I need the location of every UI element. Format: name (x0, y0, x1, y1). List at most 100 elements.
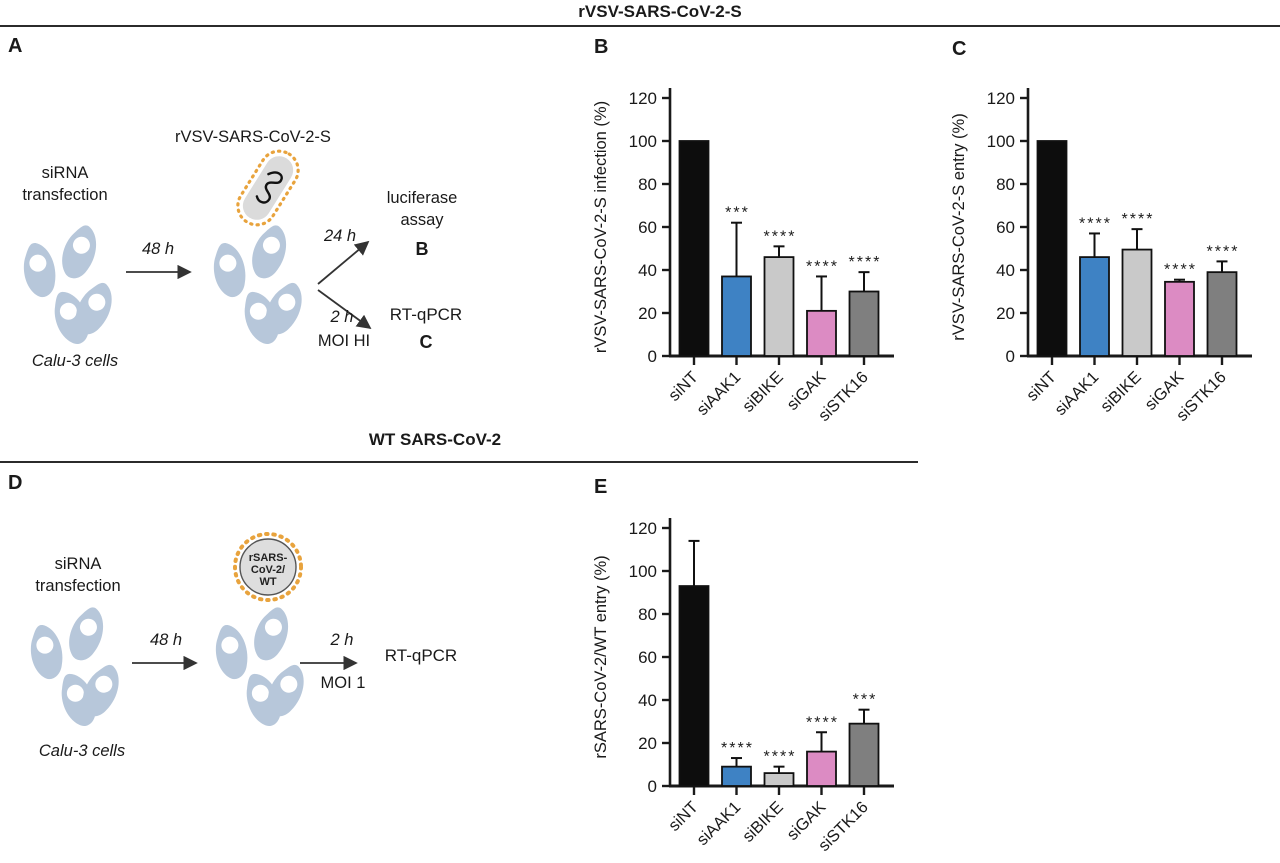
y-axis-label: rVSV-SARS-CoV-2-S infection (%) (592, 101, 610, 353)
x-category-label: siBIKE (1097, 368, 1145, 416)
y-tick-label: 80 (996, 175, 1015, 194)
bar-siNT (1036, 140, 1068, 357)
panel-d-treatment-label: siRNA transfection (18, 553, 138, 598)
bar-chart-c: 0 20 40 60 80 100 120 siNT **** siAAK1 **** siBIKE *… (950, 88, 1252, 425)
y-tick-label: 0 (648, 347, 657, 366)
vsv-virus-icon (236, 149, 300, 227)
y-tick-label: 80 (638, 605, 657, 624)
bar-siBIKE (1121, 248, 1153, 357)
bar-siGAK (806, 750, 837, 787)
significance-label: *** (725, 205, 750, 222)
branch-arrows-icon (317, 240, 372, 330)
y-axis-label: rSARS-CoV-2/WT entry (%) (592, 555, 610, 758)
bar-siSTK16 (848, 290, 880, 357)
x-category-label: siBIKE (739, 798, 787, 846)
y-tick-label: 120 (629, 519, 657, 538)
y-tick-label: 0 (648, 777, 657, 796)
panel-a-luciferase-label: luciferase assay (370, 187, 474, 232)
bar-chart-e: 0 20 40 60 80 100 120 siNT **** siAAK1 **** siBIKE *… (592, 518, 894, 855)
bar-chart-b: 0 20 40 60 80 100 120 siNT *** siAAK1 **** siBIKE **… (592, 88, 894, 425)
treatment-line1: siRNA (54, 555, 102, 573)
treatment-line2: transfection (22, 186, 108, 205)
virus-name-line2: CoV-2/ (251, 564, 285, 576)
x-category-label: siAAK1 (693, 368, 744, 419)
panel-a-branch-bottom-time: 2 h (330, 308, 354, 326)
y-tick-label: 40 (996, 261, 1015, 280)
y-tick-label: 60 (638, 218, 657, 237)
bar-siNT (678, 585, 710, 787)
y-tick-label: 40 (638, 691, 657, 710)
panel-c-label: C (952, 38, 967, 60)
bar-siGAK (1164, 280, 1195, 357)
cell-cluster-icon (15, 215, 135, 370)
bottom-section-title: WT SARS-CoV-2 (368, 430, 502, 449)
bar-siAAK1 (721, 765, 752, 787)
panel-a-ref-b: B (415, 239, 429, 259)
panel-a-moi-label: MOI HI (317, 332, 371, 350)
bar-siBIKE (763, 772, 795, 787)
y-tick-label: 100 (987, 132, 1015, 151)
significance-label: **** (1079, 215, 1112, 232)
significance-label: **** (764, 228, 797, 245)
bar-siNT (678, 140, 710, 357)
y-tick-label: 100 (629, 562, 657, 581)
bottom-section-divider (0, 461, 918, 463)
arrow-right-icon (126, 264, 192, 280)
cell-cluster-icon (22, 597, 142, 752)
significance-label: **** (806, 714, 839, 731)
panel-d-moi-label: MOI 1 (320, 674, 366, 692)
y-tick-label: 60 (996, 218, 1015, 237)
treatment-line2: transfection (35, 577, 121, 596)
x-category-label: siNT (665, 368, 702, 405)
y-tick-label: 40 (638, 261, 657, 280)
top-section-divider (0, 25, 1280, 27)
sars-cov-2-virus-icon: rSARS- CoV-2/ WT (233, 532, 303, 602)
x-category-label: siNT (665, 798, 702, 835)
y-tick-label: 20 (638, 734, 657, 753)
x-category-label: siBIKE (739, 368, 787, 416)
arrow-right-icon (300, 655, 358, 671)
y-tick-label: 80 (638, 175, 657, 194)
panel-b-label: B (594, 36, 609, 58)
panel-a-incubation-label: 48 h (141, 240, 175, 258)
y-axis-label: rVSV-SARS-CoV-2-S entry (%) (950, 113, 968, 340)
significance-label: **** (1207, 243, 1240, 260)
bar-siGAK (806, 309, 837, 357)
significance-label: **** (849, 254, 882, 271)
panel-e-label: E (594, 476, 608, 498)
assay-line2: assay (400, 211, 444, 230)
arrow-right-icon (132, 655, 198, 671)
bar-siSTK16 (848, 722, 880, 787)
bar-siAAK1 (1079, 256, 1110, 357)
panel-a-label: A (8, 35, 23, 57)
x-category-label: siAAK1 (1051, 368, 1102, 419)
panel-a-ref-c: C (419, 332, 433, 352)
x-category-label: siNT (1023, 368, 1060, 405)
rna-squiggle-icon (255, 171, 283, 204)
y-tick-label: 60 (638, 648, 657, 667)
panel-d-cell-line-label: Calu-3 cells (38, 742, 126, 760)
significance-label: *** (853, 692, 878, 709)
x-category-label: siAAK1 (693, 798, 744, 849)
bar-siAAK1 (721, 275, 752, 357)
y-tick-label: 0 (1006, 347, 1015, 366)
virus-name-line3: WT (259, 576, 276, 588)
y-tick-label: 100 (629, 132, 657, 151)
bar-siBIKE (763, 256, 795, 357)
y-tick-label: 20 (638, 304, 657, 323)
significance-label: **** (764, 749, 797, 766)
panel-d-label: D (8, 472, 23, 494)
y-tick-label: 120 (987, 89, 1015, 108)
significance-label: **** (806, 258, 839, 275)
panel-d-rtqpcr-label: RT-qPCR (384, 646, 458, 665)
significance-label: **** (1164, 262, 1197, 279)
panel-d-incubation-label: 48 h (149, 631, 183, 649)
panel-a-cell-line-label: Calu-3 cells (31, 352, 119, 370)
panel-a-branch-top-time: 24 h (323, 227, 357, 245)
y-tick-label: 20 (996, 304, 1015, 323)
significance-label: **** (721, 740, 754, 757)
assay-line1: luciferase (386, 189, 458, 207)
panel-a-treatment-label: siRNA transfection (5, 162, 125, 207)
significance-label: **** (1122, 211, 1155, 228)
